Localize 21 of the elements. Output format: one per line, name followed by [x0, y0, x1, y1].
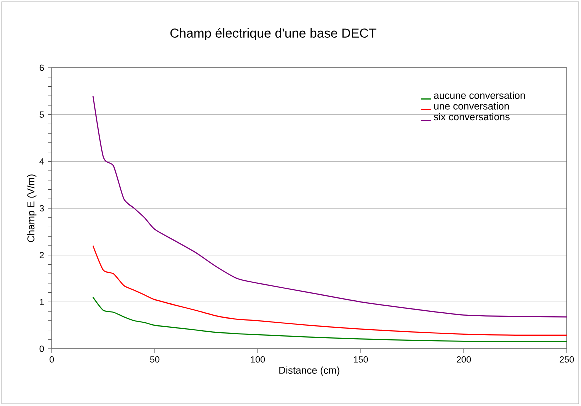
x-tick-label: 200 — [456, 356, 472, 363]
y-tick-label: 2 — [40, 252, 44, 258]
legend-label: une conversation — [434, 102, 510, 110]
line-series — [92, 245, 568, 336]
y-tick-label: 0 — [40, 346, 44, 352]
legend-label: six conversations — [434, 113, 510, 121]
chart-title: Champ électrique d'une base DECT — [170, 28, 377, 41]
y-tick-label: 4 — [40, 158, 44, 165]
x-tick-label: 150 — [354, 356, 368, 363]
legend-label: aucune conversation — [434, 92, 526, 100]
x-tick-label: 250 — [560, 356, 574, 363]
y-tick-label: 3 — [40, 205, 44, 212]
line-series — [92, 296, 568, 343]
x-tick-label: 0 — [50, 356, 54, 363]
x-tick-label: 100 — [251, 356, 266, 363]
y-tick-label: 5 — [40, 112, 44, 118]
x-tick-label: 50 — [150, 356, 160, 363]
y-tick-label: 6 — [40, 64, 44, 72]
y-axis-title: Champ E (V/m) — [27, 174, 37, 242]
y-tick-label: 1 — [40, 299, 44, 306]
x-axis-title: Distance (cm) — [280, 366, 340, 376]
